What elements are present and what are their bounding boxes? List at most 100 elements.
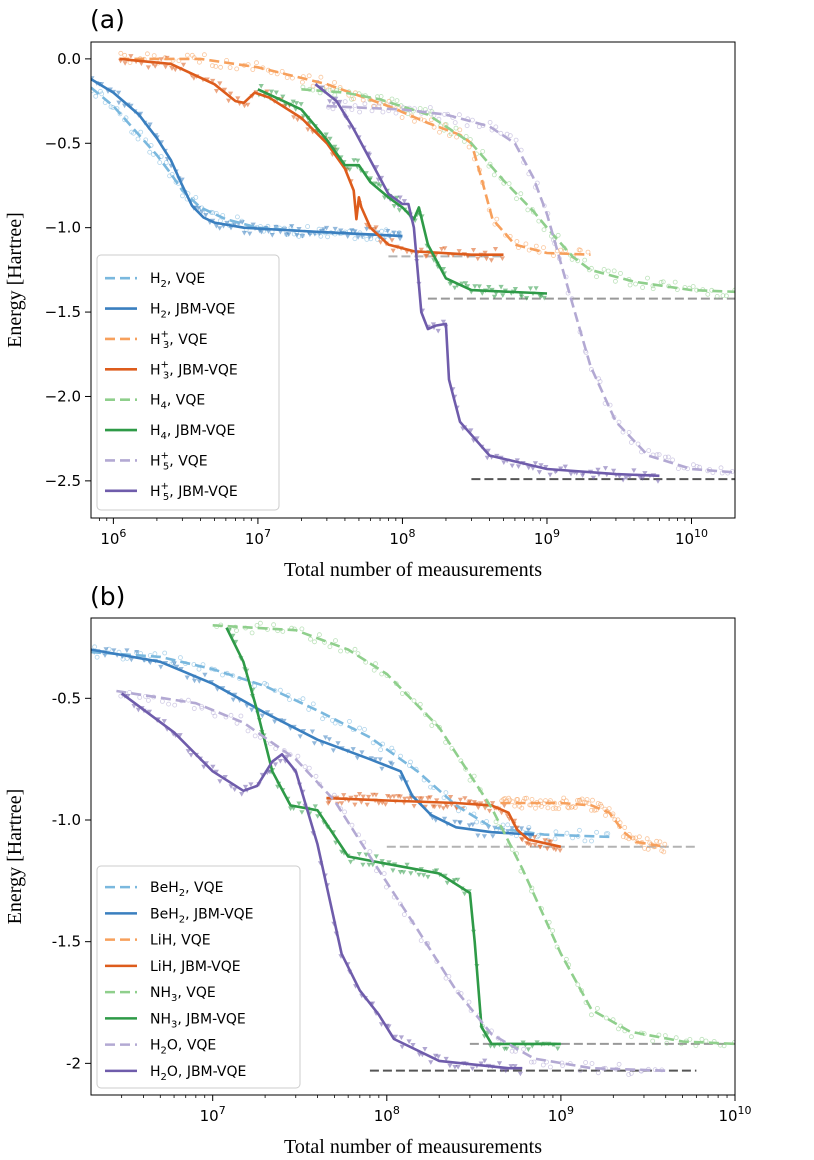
measurement-marker (287, 697, 292, 702)
measurement-marker (334, 147, 340, 153)
measurement-marker (364, 226, 370, 232)
measurement-marker (442, 112, 447, 117)
measurement-marker (138, 61, 144, 67)
measurement-marker (179, 177, 185, 183)
measurement-marker (352, 236, 358, 242)
legend-subscript: 5 (163, 461, 169, 472)
measurement-marker (392, 1034, 398, 1040)
legend-entry: H2O, VQE (150, 1038, 216, 1057)
legend-method: , VQE (169, 332, 207, 348)
measurement-marker (527, 286, 534, 291)
measurement-marker (377, 757, 383, 762)
measurement-marker (690, 284, 696, 289)
measurement-marker (201, 52, 207, 58)
measurement-marker (116, 100, 122, 106)
measurement-marker (398, 1035, 404, 1040)
measurement-marker (456, 249, 462, 254)
measurement-marker (326, 737, 332, 742)
measurement-marker (427, 795, 433, 800)
measurement-marker (589, 807, 594, 813)
measurement-marker (397, 236, 403, 242)
measurement-marker (378, 747, 384, 753)
measurement-marker (425, 874, 431, 880)
plot-area (91, 620, 735, 1077)
plot-area (91, 50, 735, 484)
measurement-marker (492, 247, 499, 252)
measurement-marker (258, 229, 264, 235)
measurement-marker (99, 91, 105, 97)
measurement-marker (488, 258, 494, 263)
measurement-marker (660, 279, 666, 285)
measurement-marker (490, 834, 496, 839)
measurement-marker (371, 667, 377, 673)
measurement-marker (391, 204, 397, 209)
measurement-marker (597, 379, 603, 384)
series-line (91, 650, 614, 839)
measurement-marker (249, 630, 255, 636)
measurement-marker (411, 804, 417, 809)
measurement-marker (512, 287, 518, 292)
measurement-marker (442, 816, 448, 822)
measurement-marker (163, 160, 169, 165)
measurement-marker (518, 191, 524, 197)
measurement-marker (311, 741, 317, 746)
measurement-marker (485, 448, 491, 454)
measurement-marker (464, 284, 471, 289)
measurement-marker (543, 465, 549, 470)
measurement-marker (657, 839, 663, 845)
legend-superscript: + (161, 481, 169, 492)
legend-molecule: BeH (150, 880, 179, 896)
measurement-marker (457, 820, 463, 826)
measurement-marker (299, 810, 305, 815)
measurement-marker (321, 227, 327, 232)
measurement-marker (525, 1047, 531, 1052)
measurement-marker (320, 716, 326, 722)
measurement-marker (327, 644, 333, 650)
measurement-marker (366, 794, 372, 800)
legend-entry: H+ 5, JBM-VQE (150, 481, 238, 503)
measurement-marker (199, 705, 205, 711)
measurement-marker (228, 91, 234, 97)
x-tick-label: 108 (374, 1104, 400, 1125)
legend-subscript: 4 (161, 401, 167, 412)
legend-molecule: H (150, 332, 161, 348)
legend-entry: H+ 3, JBM-VQE (150, 359, 238, 381)
measurement-marker (532, 842, 538, 848)
measurement-marker (499, 810, 505, 816)
measurement-marker (647, 840, 653, 846)
series-line (91, 77, 403, 238)
measurement-marker (335, 741, 341, 746)
measurement-marker (291, 806, 297, 811)
measurement-marker (603, 813, 608, 818)
measurement-marker (718, 465, 724, 471)
legend-method: O, JBM-VQE (167, 1064, 246, 1080)
legend-method: , JBM-VQE (177, 1011, 245, 1027)
x-tick-label: 106 (100, 527, 126, 548)
measurement-marker (323, 132, 329, 138)
measurement-marker (324, 225, 330, 231)
measurement-marker (411, 118, 417, 124)
measurement-marker (444, 804, 450, 810)
measurement-marker (373, 792, 379, 798)
measurement-marker (622, 825, 628, 830)
legend-entry: H+ 3, VQE (150, 329, 208, 351)
measurement-marker (541, 295, 547, 301)
series-line (326, 104, 735, 474)
measurement-marker (128, 54, 134, 59)
measurement-marker (386, 860, 392, 865)
measurement-marker (254, 623, 260, 628)
measurement-marker (152, 64, 158, 69)
legend-box (96, 254, 280, 511)
measurement-marker (515, 797, 521, 802)
measurement-marker (252, 733, 258, 739)
measurement-marker (548, 1064, 553, 1070)
series-line (301, 88, 735, 294)
measurement-marker (138, 129, 144, 135)
measurement-marker (541, 227, 547, 233)
y-tick-label: −0.5 (45, 134, 81, 152)
measurement-marker (482, 1058, 488, 1064)
measurement-marker (146, 709, 152, 715)
measurement-marker (199, 704, 205, 709)
measurement-marker (313, 773, 319, 779)
